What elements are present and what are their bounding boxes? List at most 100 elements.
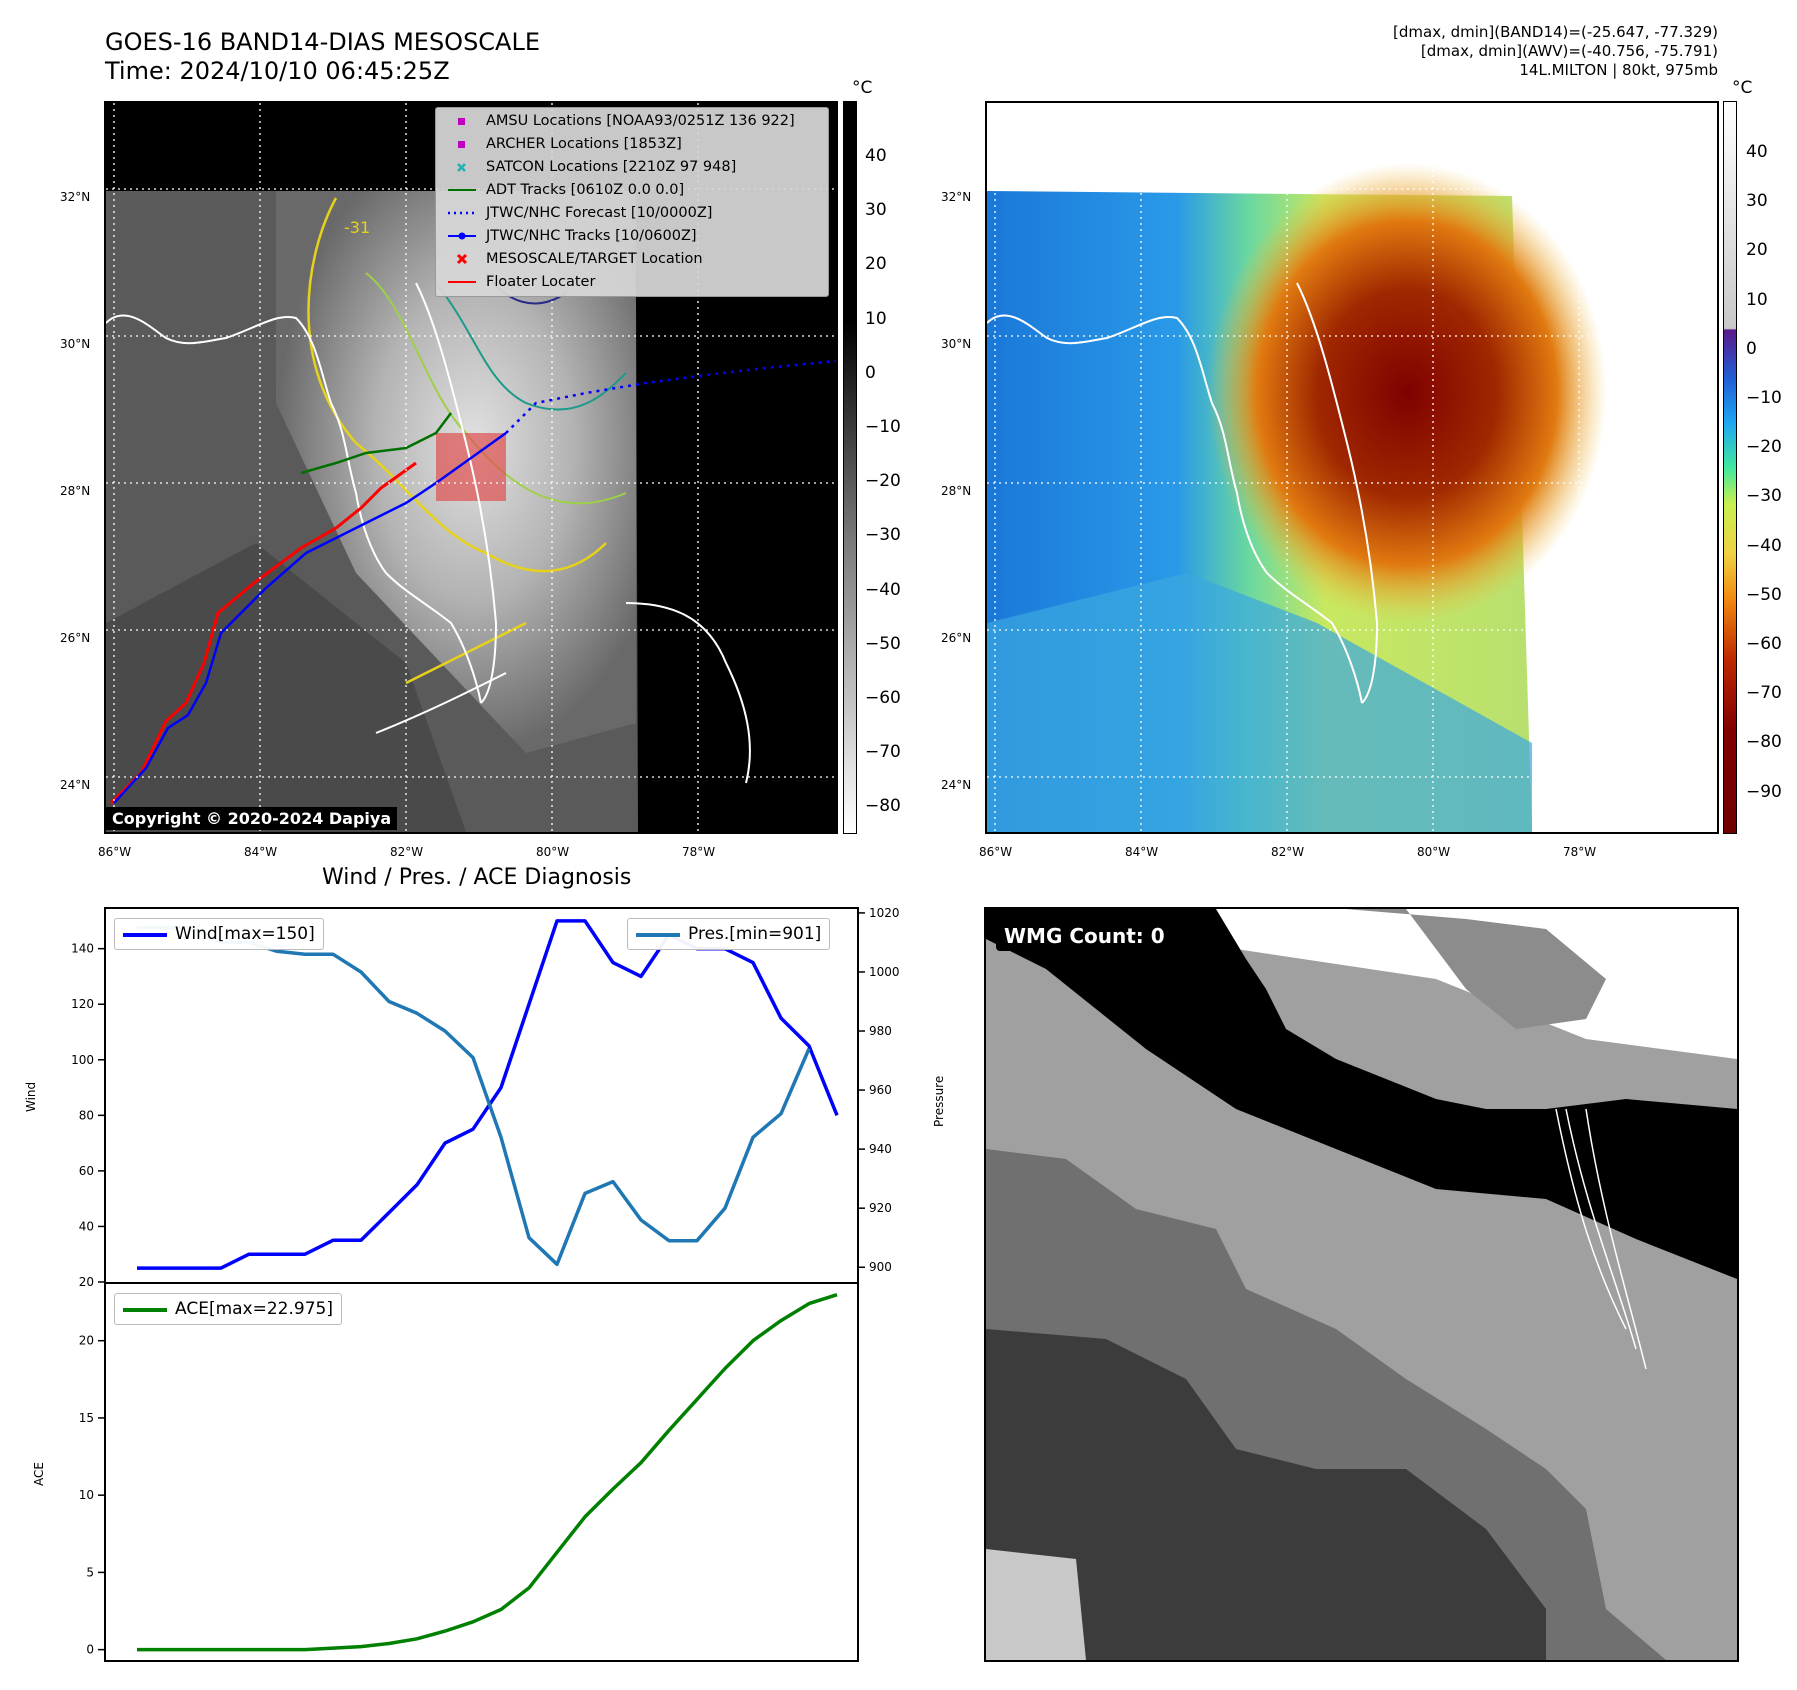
line-dot-icon xyxy=(448,232,476,240)
wind-axis-label: Wind xyxy=(24,1081,38,1112)
wv-lat-label-24: 24°N xyxy=(941,778,972,792)
ir-colorbar-tick: 0 xyxy=(865,362,876,383)
coastline-gulf xyxy=(106,314,482,704)
wv-lat-label-28: 28°N xyxy=(941,484,972,498)
wind-tick-label: 60 xyxy=(79,1164,94,1178)
ir-dark-region xyxy=(106,543,466,832)
coastline-atlantic xyxy=(415,282,498,704)
square-marker-icon xyxy=(458,118,465,125)
wmg-dark-region xyxy=(986,1329,1546,1660)
legend-item-satcon: SATCON Locations [2210Z 97 948] xyxy=(436,156,828,179)
square-marker-icon xyxy=(458,141,465,148)
lat-label-28: 28°N xyxy=(60,484,91,498)
wv-colorbar xyxy=(1723,101,1737,834)
contour-teal-1 xyxy=(435,282,627,411)
wmg-black-band xyxy=(986,909,1737,1279)
legend-item-jtwc-tracks: JTWC/NHC Tracks [10/0600Z] xyxy=(436,225,828,248)
chart-title-line1: GOES-16 BAND14-DIAS MESOSCALE xyxy=(105,28,541,56)
wv-colorbar-tick: −50 xyxy=(1746,584,1782,605)
pressure-legend: Pres.[min=901] xyxy=(627,918,831,950)
line-marker-icon xyxy=(448,281,476,283)
pressure-tick-label: 940 xyxy=(869,1142,892,1156)
copyright-label: Copyright © 2020-2024 Dapiya xyxy=(106,807,398,830)
lon-label-80: 80°W xyxy=(536,845,570,859)
ace-tick-label: 10 xyxy=(79,1488,94,1502)
wv-colorbar-tick: 0 xyxy=(1746,338,1757,359)
diagnosis-title: Wind / Pres. / ACE Diagnosis xyxy=(322,865,632,890)
wv-colorbar-tick: −30 xyxy=(1746,486,1782,507)
lon-label-84: 84°W xyxy=(244,845,278,859)
ir-colorbar-tick: −70 xyxy=(865,742,901,763)
jtwc-track xyxy=(113,431,507,804)
line-marker-icon xyxy=(448,189,476,191)
ir-colorbar-tick: −60 xyxy=(865,688,901,708)
wv-dry-core xyxy=(1207,163,1607,623)
legend-item-adt: ADT Tracks [0610Z 0.0 0.0] xyxy=(436,179,828,202)
wv-gridlines xyxy=(987,103,1717,832)
ir-colorbar-unit: °C xyxy=(852,78,873,98)
wmg-gray-patch-1 xyxy=(1346,909,1606,1029)
floater-locater-track xyxy=(109,461,417,805)
wv-moist-band xyxy=(987,573,1532,832)
coastline-keys xyxy=(375,672,507,734)
wv-lon-label-80: 80°W xyxy=(1417,845,1451,859)
wv-colorbar-tick: 40 xyxy=(1746,142,1768,162)
lat-label-32: 32°N xyxy=(60,190,91,204)
wmg-panel: WMG Count: 0 xyxy=(984,907,1739,1662)
ir-colorbar-tick: 10 xyxy=(865,308,887,329)
wind-legend-swatch xyxy=(123,933,167,937)
wv-coastline xyxy=(987,314,1363,704)
chart-title-line2: Time: 2024/10/10 06:45:25Z xyxy=(105,57,450,85)
lat-label-24: 24°N xyxy=(60,778,91,792)
wind-axis-ticks: 20 40 60 80 100 120 140 xyxy=(71,942,104,1289)
lat-label-30: 30°N xyxy=(60,337,91,351)
ir-colorbar xyxy=(843,101,857,834)
wv-lon-label-84: 84°W xyxy=(1125,845,1159,859)
ir-colorbar-tick: −80 xyxy=(865,796,901,817)
wv-colorbar-tick: 10 xyxy=(1746,289,1768,310)
ace-tick-label: 0 xyxy=(86,1643,94,1657)
wmg-coastline-1 xyxy=(1565,1108,1637,1350)
legend-item-jtwc-forecast: JTWC/NHC Forecast [10/0000Z] xyxy=(436,202,828,225)
pressure-tick-label: 1000 xyxy=(869,965,900,979)
pressure-tick-label: 980 xyxy=(869,1024,892,1038)
x-marker-icon xyxy=(456,253,468,265)
legend-item-mesoscale: MESOSCALE/TARGET Location xyxy=(436,248,828,271)
info-storm: 14L.MILTON | 80kt, 975mb xyxy=(1519,61,1718,79)
x-marker-icon xyxy=(457,163,466,172)
legend-item-floater: Floater Locater xyxy=(436,271,828,294)
wv-colorbar-unit: °C xyxy=(1732,78,1753,98)
subplot-divider xyxy=(104,1282,859,1284)
pressure-series-line xyxy=(137,925,811,1267)
wv-colorbar-tick: −10 xyxy=(1746,388,1782,408)
wv-lat-label-26: 26°N xyxy=(941,631,972,645)
wv-map-panel xyxy=(985,101,1719,834)
ace-series-line xyxy=(137,1293,838,1652)
wv-coastline-atlantic xyxy=(1296,282,1379,704)
wind-legend: Wind[max=150] xyxy=(114,918,324,950)
diagnosis-frame xyxy=(104,907,859,1662)
ace-legend: ACE[max=22.975] xyxy=(114,1293,342,1325)
legend-item-archer: ARCHER Locations [1853Z] xyxy=(436,133,828,156)
contour-yellow-1 xyxy=(307,197,607,573)
pressure-legend-swatch xyxy=(636,933,680,937)
pressure-tick-label: 960 xyxy=(869,1083,892,1097)
ir-colorbar-tick: −20 xyxy=(865,471,901,492)
lon-label-82: 82°W xyxy=(390,845,424,859)
ir-map-svg: -31 xyxy=(106,103,836,832)
coastline-bahamas xyxy=(625,602,751,784)
wmg-coastline-3 xyxy=(1555,1108,1627,1330)
wv-colorbar-tick: −80 xyxy=(1746,732,1782,753)
lon-label-86: 86°W xyxy=(98,845,132,859)
wv-map-svg xyxy=(987,103,1717,832)
pressure-tick-label: 920 xyxy=(869,1201,892,1215)
wv-colorbar-tick: −20 xyxy=(1746,437,1782,458)
wv-colorbar-tick: −60 xyxy=(1746,634,1782,654)
ace-tick-label: 20 xyxy=(79,1334,94,1348)
pressure-axis-ticks: 900 920 940 960 980 1000 1020 xyxy=(859,906,900,1274)
wmg-light-patch xyxy=(986,1549,1086,1660)
wv-colorbar-tick: −90 xyxy=(1746,781,1782,802)
ir-colorbar-tick: 30 xyxy=(865,200,887,221)
wmg-svg xyxy=(986,909,1737,1660)
wv-colorbar-tick: −40 xyxy=(1746,535,1782,556)
